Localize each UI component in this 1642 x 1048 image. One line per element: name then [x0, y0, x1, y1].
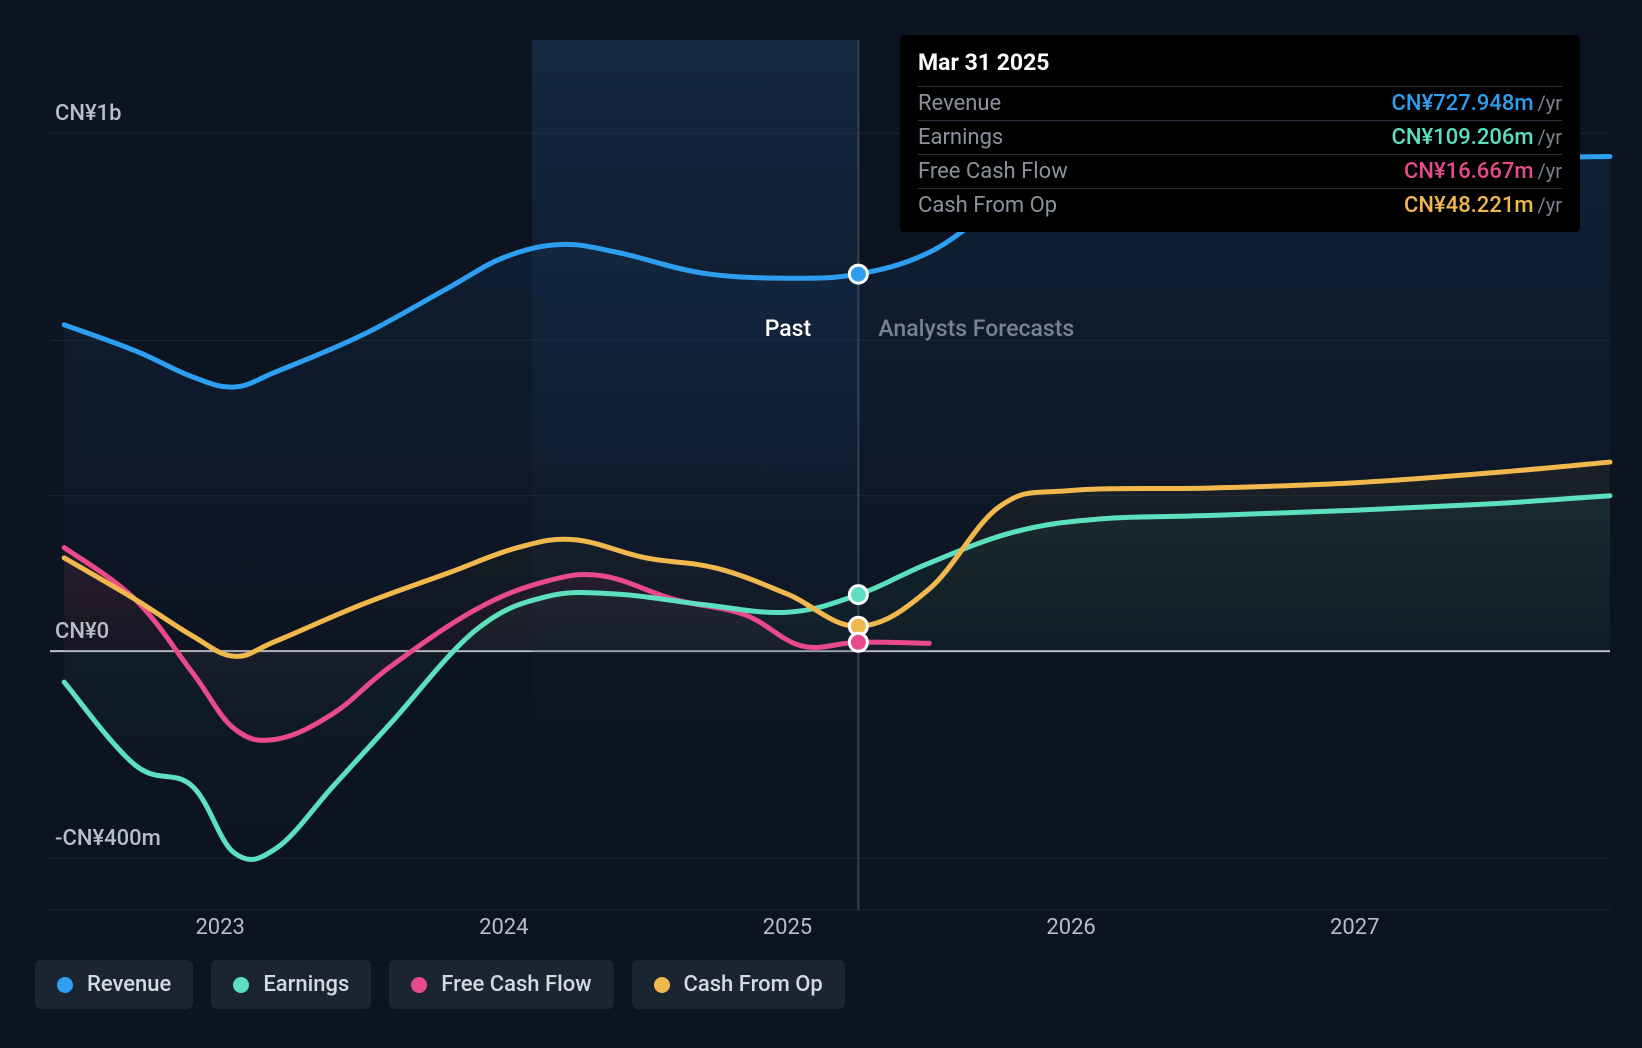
tooltip-panel: Mar 31 2025 RevenueCN¥727.948m/yrEarning…: [900, 35, 1580, 232]
tooltip-row-label: Earnings: [918, 125, 1003, 150]
tooltip-row: Free Cash Flow CN¥16.667m/yr: [918, 154, 1562, 188]
x-tick-label: 2026: [1046, 915, 1095, 940]
tooltip-row-label: Revenue: [918, 91, 1001, 116]
tooltip-row: Earnings CN¥109.206m/yr: [918, 120, 1562, 154]
tooltip-row-unit: /yr: [1538, 193, 1563, 217]
legend-item-cash_from_op[interactable]: Cash From Op: [632, 960, 845, 1009]
tooltip-row-value: CN¥16.667m: [1404, 159, 1533, 184]
tooltip-row-value-wrap: CN¥727.948m/yr: [1392, 91, 1562, 116]
legend-item-label: Earnings: [263, 972, 349, 997]
x-tick-label: 2023: [195, 915, 244, 940]
tooltip-row-unit: /yr: [1538, 91, 1563, 115]
chart-wrap: CN¥1b CN¥0 -CN¥400m 2023 2024 2025 2026 2027 P…: [20, 20, 1620, 940]
marker-earnings: [849, 586, 867, 604]
forecast-label: Analysts Forecasts: [878, 315, 1074, 342]
y-tick-label: -CN¥400m: [55, 826, 161, 851]
legend-item-label: Cash From Op: [684, 972, 823, 997]
legend-item-revenue[interactable]: Revenue: [35, 960, 193, 1009]
tooltip-row-value-wrap: CN¥16.667m/yr: [1404, 159, 1562, 184]
legend-item-label: Free Cash Flow: [441, 972, 591, 997]
legend-item-free_cash_flow[interactable]: Free Cash Flow: [389, 960, 613, 1009]
tooltip-row-value: CN¥48.221m: [1404, 193, 1533, 218]
legend-dot-icon: [411, 977, 427, 993]
tooltip-date: Mar 31 2025: [918, 49, 1562, 86]
chart-container: CN¥1b CN¥0 -CN¥400m 2023 2024 2025 2026 2027 P…: [0, 0, 1642, 1048]
x-tick-label: 2024: [479, 915, 528, 940]
legend-item-earnings[interactable]: Earnings: [211, 960, 371, 1009]
tooltip-row-value: CN¥727.948m: [1392, 91, 1534, 116]
tooltip-rows: Revenue CN¥727.948m/yr Earnings CN¥109.206m…: [918, 86, 1562, 222]
tooltip-row: Cash From Op CN¥48.221m/yr: [918, 188, 1562, 222]
y-tick-label: CN¥0: [55, 619, 109, 644]
marker-revenue: [849, 265, 867, 283]
tooltip-row-label: Cash From Op: [918, 193, 1057, 218]
x-tick-label: 2027: [1330, 915, 1379, 940]
tooltip-row-label: Free Cash Flow: [918, 159, 1068, 184]
x-tick-label: 2025: [763, 915, 812, 940]
legend-dot-icon: [57, 977, 73, 993]
legend-dot-icon: [233, 977, 249, 993]
tooltip-row-value: CN¥109.206m: [1392, 125, 1534, 150]
tooltip-row-unit: /yr: [1538, 159, 1563, 183]
y-tick-label: CN¥1b: [55, 101, 122, 126]
tooltip-row: Revenue CN¥727.948m/yr: [918, 86, 1562, 120]
legend-item-label: Revenue: [87, 972, 171, 997]
tooltip-row-value-wrap: CN¥109.206m/yr: [1392, 125, 1562, 150]
tooltip-row-value-wrap: CN¥48.221m/yr: [1404, 193, 1562, 218]
marker-free_cash_flow: [849, 633, 867, 651]
past-label: Past: [765, 315, 789, 342]
tooltip-row-unit: /yr: [1538, 125, 1563, 149]
legend: Revenue Earnings Free Cash Flow Cash From O…: [35, 960, 845, 1009]
legend-dot-icon: [654, 977, 670, 993]
